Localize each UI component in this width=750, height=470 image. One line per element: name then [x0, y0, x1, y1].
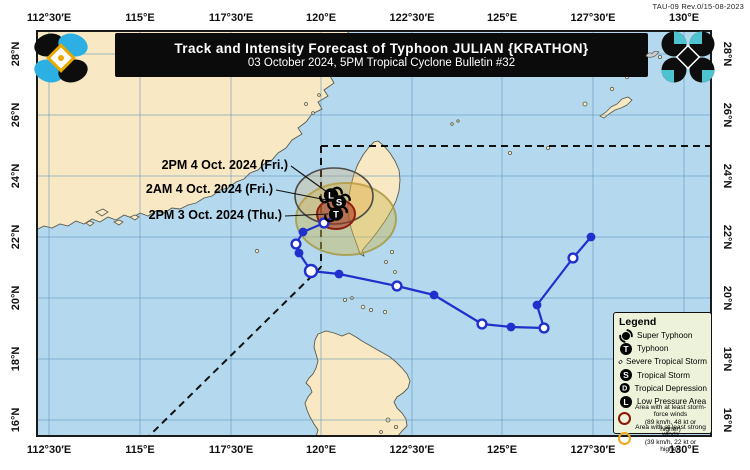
track-point-open	[476, 318, 488, 330]
lat-tick-label-left: 24°N	[10, 163, 22, 189]
lat-tick-label-left: 28°N	[10, 41, 22, 67]
legend-item-label: Severe Tropical Storm	[626, 357, 707, 367]
china-coastline	[36, 30, 351, 231]
lat-tick-label-right: 28°N	[721, 41, 733, 67]
lat-tick-label-right: 26°N	[721, 102, 733, 128]
svg-text:L: L	[328, 190, 334, 201]
track-point-open	[538, 322, 550, 334]
legend-area-item: Area with at least storm-force winds (89 …	[618, 404, 707, 433]
legend-area-label: Area with at least strong winds (39 km/h,…	[635, 424, 706, 453]
lon-tick-label-top: 125°E	[486, 12, 518, 24]
lat-tick-label-right: 16°N	[721, 407, 733, 433]
svg-text:T: T	[333, 209, 339, 220]
cyclone-marker-L: L	[319, 186, 343, 204]
china-coastal-islands	[85, 93, 321, 254]
svg-text:S: S	[623, 370, 629, 380]
track-point-filled	[586, 232, 596, 242]
lon-tick-label-top: 115°E	[125, 12, 155, 24]
forecast-time-label: 2PM 4 Oct. 2024 (Fri.)	[161, 158, 288, 172]
wind-area-ring-icon	[618, 432, 631, 446]
forecast-time-label: 2PM 3 Oct. 2024 (Thu.)	[148, 208, 282, 222]
lat-tick-label-left: 22°N	[10, 224, 22, 250]
forecast-time-label: 2AM 4 Oct. 2024 (Fri.)	[145, 182, 273, 196]
legend-area-item: Area with at least strong winds (39 km/h,…	[618, 424, 707, 453]
bulletin-title-bar: Track and Intensity Forecast of Typhoon …	[115, 33, 648, 77]
lon-tick-label-bottom: 122°30′E	[389, 444, 435, 456]
svg-text:L: L	[623, 397, 628, 407]
track-point-open	[303, 263, 319, 279]
legend-item: Super Typhoon	[618, 328, 707, 343]
track-point-filled	[294, 248, 304, 258]
legend-item-label: Tropical Storm	[637, 370, 690, 380]
lon-tick-label-top: 120°E	[305, 12, 337, 24]
lat-tick-label-right: 18°N	[721, 346, 733, 372]
lat-tick-label-left: 16°N	[10, 407, 22, 433]
dost-logo	[659, 31, 717, 88]
lat-tick-label-left: 26°N	[10, 102, 22, 128]
track-point-filled	[429, 290, 439, 300]
svg-text:D: D	[622, 385, 627, 393]
luzon-island	[304, 330, 411, 437]
lon-tick-label-top: 117°30′E	[208, 12, 254, 24]
track-point-filled	[334, 269, 344, 279]
track-point-open	[567, 252, 579, 264]
legend-item: L Low Pressure Area	[618, 395, 707, 408]
lon-tick-label-bottom: 115°E	[125, 444, 155, 456]
track-point-open	[391, 280, 403, 292]
lon-tick-label-bottom: 117°30′E	[208, 444, 254, 456]
lon-tick-label-top: 130°E	[668, 12, 700, 24]
map-border	[36, 30, 712, 437]
legend-item-label: Low Pressure Area	[637, 397, 707, 407]
bird-sketch	[645, 50, 660, 58]
bulletin-subtitle: 03 October 2024, 5PM Tropical Cyclone Bu…	[247, 57, 516, 69]
tropical-storm-icon: S	[620, 369, 632, 382]
tropical-depression-icon: D	[619, 383, 630, 394]
legend: Legend Super Typhoon T Typhoon Severe Tropi…	[613, 312, 712, 453]
legend-title: Legend	[619, 316, 657, 328]
legend-item-label: Super Typhoon	[637, 331, 693, 341]
svg-text:T: T	[623, 344, 629, 354]
lat-tick-label-left: 20°N	[10, 285, 22, 311]
low-pressure-area-icon: L	[620, 395, 632, 408]
lon-tick-label-bottom: 130°E	[668, 444, 700, 456]
legend-item: Severe Tropical Storm	[618, 355, 707, 368]
lon-tick-label-top: 112°30′E	[26, 12, 72, 24]
lon-tick-label-bottom: 120°E	[305, 444, 337, 456]
pagasa-logo	[31, 31, 91, 90]
legend-item-label: Typhoon	[637, 344, 669, 354]
track-point-open	[290, 238, 302, 250]
lon-tick-label-bottom: 125°E	[486, 444, 518, 456]
legend-item: S Tropical Storm	[618, 369, 707, 382]
track-point-filled	[298, 227, 308, 237]
lat-tick-label-right: 22°N	[721, 224, 733, 250]
taiwan-island	[347, 140, 401, 257]
wind-area-ring-icon	[618, 412, 631, 426]
typhoon-icon: T	[620, 342, 632, 355]
lat-tick-label-right: 20°N	[721, 285, 733, 311]
legend-area-label: Area with at least storm-force winds (89 …	[634, 404, 707, 433]
lon-tick-label-top: 127°30′E	[570, 12, 616, 24]
severe-tropical-storm-icon	[618, 359, 623, 365]
lat-tick-label-right: 24°N	[721, 163, 733, 189]
svg-text:S: S	[336, 197, 342, 208]
lon-tick-label-bottom: 127°30′E	[570, 444, 616, 456]
bulletin-title: Track and Intensity Forecast of Typhoon …	[174, 41, 589, 56]
lat-tick-label-left: 18°N	[10, 346, 22, 372]
forecast-track-map: TSL	[36, 30, 712, 437]
legend-item: T Typhoon	[618, 342, 707, 355]
track-point-filled	[506, 322, 516, 332]
lon-tick-label-bottom: 112°30′E	[26, 444, 72, 456]
legend-item: D Tropical Depression	[618, 382, 707, 395]
lon-tick-label-top: 122°30′E	[389, 12, 435, 24]
annotation-leader-line	[284, 213, 329, 217]
annotation-leader-line	[290, 165, 328, 193]
super-typhoon-icon	[619, 328, 633, 343]
form-revision-code: TAU-09 Rev.0/15-08-2023	[652, 2, 744, 11]
track-point-filled	[532, 300, 542, 310]
legend-item-label: Tropical Depression	[634, 383, 707, 393]
annotation-leader-line	[275, 189, 333, 202]
